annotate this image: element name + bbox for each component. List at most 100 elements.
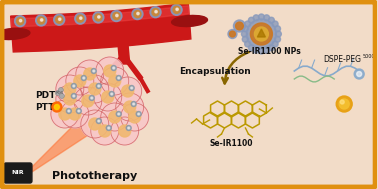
Circle shape bbox=[56, 85, 84, 113]
Text: ROS: ROS bbox=[56, 91, 64, 95]
Circle shape bbox=[83, 77, 85, 79]
Ellipse shape bbox=[172, 15, 208, 26]
Circle shape bbox=[84, 68, 96, 80]
Circle shape bbox=[263, 47, 270, 53]
Circle shape bbox=[17, 18, 23, 25]
Circle shape bbox=[82, 95, 94, 107]
Ellipse shape bbox=[0, 29, 30, 40]
Circle shape bbox=[36, 15, 46, 26]
Circle shape bbox=[116, 14, 118, 17]
Circle shape bbox=[268, 45, 274, 51]
Circle shape bbox=[56, 16, 63, 23]
Circle shape bbox=[150, 7, 161, 18]
Circle shape bbox=[129, 111, 141, 123]
Circle shape bbox=[74, 75, 86, 87]
Circle shape bbox=[61, 100, 89, 128]
Circle shape bbox=[95, 14, 102, 21]
Circle shape bbox=[253, 15, 259, 21]
Circle shape bbox=[96, 119, 101, 123]
Circle shape bbox=[75, 13, 86, 24]
Circle shape bbox=[109, 91, 114, 97]
Polygon shape bbox=[32, 117, 90, 172]
Polygon shape bbox=[11, 3, 191, 52]
Circle shape bbox=[52, 102, 62, 112]
Circle shape bbox=[55, 91, 60, 95]
Circle shape bbox=[109, 75, 121, 87]
Circle shape bbox=[250, 23, 273, 45]
Circle shape bbox=[248, 17, 254, 23]
Circle shape bbox=[98, 16, 100, 18]
Circle shape bbox=[91, 97, 93, 99]
Circle shape bbox=[81, 110, 109, 138]
Circle shape bbox=[76, 108, 81, 114]
Circle shape bbox=[254, 27, 268, 41]
Text: Encapsulation: Encapsulation bbox=[180, 67, 251, 75]
Circle shape bbox=[114, 77, 142, 105]
Circle shape bbox=[64, 83, 76, 95]
Circle shape bbox=[155, 10, 157, 13]
Text: 5000: 5000 bbox=[362, 54, 375, 59]
Circle shape bbox=[111, 93, 113, 95]
Circle shape bbox=[152, 9, 159, 16]
Circle shape bbox=[54, 105, 59, 109]
Circle shape bbox=[176, 8, 178, 11]
Circle shape bbox=[67, 108, 71, 114]
Circle shape bbox=[104, 65, 116, 77]
Circle shape bbox=[56, 75, 84, 103]
Circle shape bbox=[91, 68, 96, 74]
Text: DSPE-PEG: DSPE-PEG bbox=[323, 54, 361, 64]
Circle shape bbox=[129, 85, 134, 91]
Circle shape bbox=[132, 9, 143, 20]
Circle shape bbox=[40, 19, 43, 21]
Text: PTT: PTT bbox=[35, 102, 54, 112]
Circle shape bbox=[259, 48, 264, 54]
Circle shape bbox=[339, 99, 349, 109]
Circle shape bbox=[242, 36, 248, 42]
Circle shape bbox=[245, 41, 251, 47]
Circle shape bbox=[116, 93, 144, 121]
Circle shape bbox=[98, 120, 100, 122]
Circle shape bbox=[59, 108, 71, 120]
Circle shape bbox=[93, 12, 104, 23]
Circle shape bbox=[275, 31, 281, 37]
Circle shape bbox=[131, 101, 136, 106]
Circle shape bbox=[108, 127, 110, 129]
Circle shape bbox=[111, 117, 139, 145]
Circle shape bbox=[76, 60, 104, 88]
Circle shape bbox=[131, 87, 133, 89]
Circle shape bbox=[59, 94, 64, 98]
Text: Se-IR1100: Se-IR1100 bbox=[210, 139, 253, 149]
FancyBboxPatch shape bbox=[4, 163, 32, 183]
Circle shape bbox=[101, 67, 129, 95]
Circle shape bbox=[357, 71, 362, 77]
Circle shape bbox=[94, 83, 122, 111]
Circle shape bbox=[268, 17, 274, 23]
Circle shape bbox=[137, 12, 139, 15]
Circle shape bbox=[126, 125, 131, 130]
Circle shape bbox=[242, 31, 248, 37]
Circle shape bbox=[128, 127, 130, 129]
Circle shape bbox=[80, 17, 82, 19]
Circle shape bbox=[246, 19, 276, 49]
Text: Phototherapy: Phototherapy bbox=[52, 171, 138, 181]
Circle shape bbox=[116, 112, 121, 116]
Polygon shape bbox=[11, 6, 189, 27]
Circle shape bbox=[71, 94, 76, 98]
Circle shape bbox=[73, 85, 75, 87]
Circle shape bbox=[138, 113, 140, 115]
Circle shape bbox=[336, 96, 352, 112]
Circle shape bbox=[136, 112, 141, 116]
Circle shape bbox=[235, 22, 243, 30]
Circle shape bbox=[263, 15, 270, 21]
Circle shape bbox=[113, 12, 120, 19]
Circle shape bbox=[111, 11, 122, 22]
Text: Se-IR1100 NPs: Se-IR1100 NPs bbox=[238, 46, 301, 56]
Circle shape bbox=[173, 6, 180, 13]
Circle shape bbox=[54, 14, 65, 25]
Circle shape bbox=[253, 47, 259, 53]
Circle shape bbox=[66, 67, 94, 95]
Circle shape bbox=[118, 77, 120, 79]
Circle shape bbox=[77, 15, 84, 22]
Circle shape bbox=[81, 75, 86, 81]
Circle shape bbox=[101, 103, 129, 131]
